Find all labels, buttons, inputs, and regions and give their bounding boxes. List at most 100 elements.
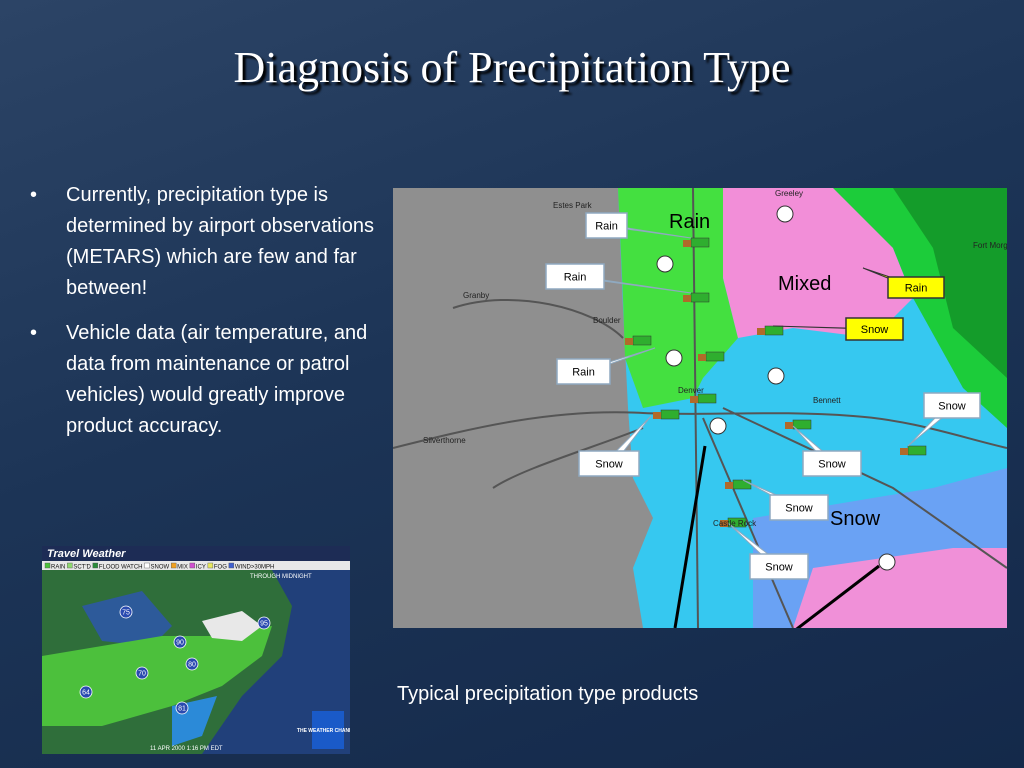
truck xyxy=(697,393,717,404)
truck-cab xyxy=(698,354,706,361)
highway-shield xyxy=(175,701,189,715)
arrow xyxy=(673,445,707,628)
truck-cab xyxy=(757,328,765,335)
callout-label: Snow xyxy=(765,562,793,574)
caption: Typical precipitation type products xyxy=(397,683,699,705)
callout-box xyxy=(923,392,981,419)
place-label: Fort Morgan xyxy=(973,241,1007,250)
highway-shield xyxy=(185,657,199,671)
truck-cab xyxy=(653,412,661,419)
slide-title: Diagnosis of Precipitation Type xyxy=(233,43,791,92)
callout-label: Rain xyxy=(595,221,618,233)
truck xyxy=(732,479,752,490)
precip-map: Rain Rain Rain Snow Snow Snow Snow Snow Rain Snow… xyxy=(393,188,1007,628)
truck-cab xyxy=(720,520,728,527)
arrow xyxy=(795,564,880,628)
callout-box xyxy=(545,263,605,290)
inset-legend-bar xyxy=(42,561,350,570)
circles xyxy=(656,205,896,571)
callout-label: Snow xyxy=(818,459,846,471)
inset-header xyxy=(42,546,350,561)
inset-logo: THE WEATHER CHANNEL xyxy=(297,728,350,734)
callout-box xyxy=(845,317,904,341)
truck xyxy=(705,351,725,362)
truck xyxy=(907,445,927,456)
highway-shield xyxy=(173,635,187,649)
bullet-list: Currently, precipitation type is determi… xyxy=(28,180,380,456)
legend-label: RAIN xyxy=(51,565,65,571)
place-label: Silverthorne xyxy=(423,436,466,445)
callout-box xyxy=(749,553,809,580)
legend-label: SNOW xyxy=(151,565,170,571)
callout-label: Rain xyxy=(564,272,587,284)
legend-swatch xyxy=(44,562,51,569)
place-label: Estes Park xyxy=(553,201,593,210)
truck-cab xyxy=(900,448,908,455)
inset-snow xyxy=(202,611,262,641)
truck xyxy=(632,335,652,346)
callout-label: Snow xyxy=(785,503,813,515)
inset-logo-box xyxy=(312,711,344,749)
truck-cab xyxy=(683,240,691,247)
truck xyxy=(764,325,784,336)
callout-label: Rain xyxy=(572,367,595,379)
rain-region-far xyxy=(893,188,1007,378)
highway-shield xyxy=(119,605,133,619)
inset-title: Travel Weather xyxy=(47,548,126,560)
highway-label: 64 xyxy=(82,690,90,697)
legend-label: FLOOD WATCH xyxy=(99,565,143,571)
truck-cab xyxy=(683,295,691,302)
travel-weather-inset: Travel Weather RAIN SCT'D FLOOD WATCH SNOW MI… xyxy=(42,546,350,754)
highway-label: 75 xyxy=(122,610,130,617)
legend-swatch xyxy=(144,562,150,569)
bullet: Currently, precipitation type is determi… xyxy=(28,180,380,304)
place-label: Boulder xyxy=(593,316,621,325)
truck-cab xyxy=(785,422,793,429)
highway-shield xyxy=(257,616,271,630)
place-label: Granby xyxy=(463,291,489,300)
mixed-region xyxy=(723,188,913,338)
place-label: Greeley xyxy=(775,189,803,198)
callout-box xyxy=(556,358,611,385)
highway-label: 70 xyxy=(138,671,146,678)
trucks xyxy=(625,237,927,528)
callout-box xyxy=(578,450,640,477)
callout-box xyxy=(887,276,945,299)
mixed-region-south xyxy=(793,548,1007,628)
inset-rain xyxy=(42,626,272,726)
highway-label: 80 xyxy=(188,662,196,669)
legend-label: WIND>30MPH xyxy=(235,565,275,571)
inset-lake xyxy=(82,591,172,646)
region-label: Snow xyxy=(830,508,881,530)
place-label: Castle Rock xyxy=(713,519,757,528)
legend-label: SCT'D xyxy=(73,565,91,571)
legend-swatch xyxy=(189,562,196,569)
inset-ocean xyxy=(202,570,350,754)
truck-cab xyxy=(625,338,633,345)
truck xyxy=(690,237,710,248)
place-label: Bennett xyxy=(813,396,841,405)
legend-swatch xyxy=(170,562,177,569)
callout-box xyxy=(585,212,628,239)
inset-labels: Travel Weather RAIN SCT'D FLOOD WATCH SNOW MI… xyxy=(44,548,350,752)
bullet: Vehicle data (air temperature, and data … xyxy=(28,318,380,442)
legend-swatch xyxy=(228,562,235,569)
region-label: Rain xyxy=(669,211,710,233)
legend-swatch xyxy=(207,562,214,569)
highway-label: 81 xyxy=(178,706,186,713)
callout-box xyxy=(769,494,829,521)
callout-label: Snow xyxy=(595,459,623,471)
highway-shield xyxy=(79,685,93,699)
legend-swatch xyxy=(92,562,99,569)
legend-swatch xyxy=(67,562,73,569)
inset-timestamp: 11 APR 2000 1:16 PM EDT xyxy=(150,746,223,752)
truck-cab xyxy=(690,396,698,403)
callout-label: Snow xyxy=(938,401,966,413)
highway-label: 95 xyxy=(260,621,268,628)
highway-shield xyxy=(135,666,149,680)
highway-label: 90 xyxy=(176,640,184,647)
legend-label: MIX xyxy=(177,565,188,571)
callout-label: Rain xyxy=(905,283,928,295)
region-label: Mixed xyxy=(778,273,831,295)
